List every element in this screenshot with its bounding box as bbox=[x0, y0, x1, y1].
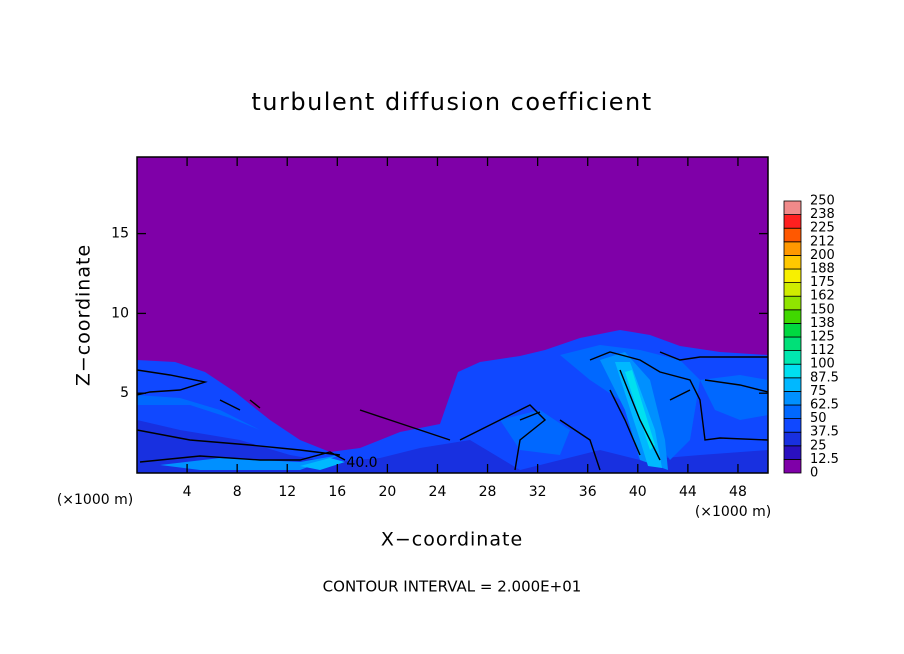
colorbar-swatch bbox=[783, 241, 802, 256]
colorbar-label: 225 bbox=[810, 221, 835, 236]
colorbar-swatch bbox=[783, 445, 802, 460]
colorbar-swatch bbox=[783, 322, 802, 338]
y-axis-unit: (×1000 m) bbox=[57, 492, 133, 508]
x-tick-label: 32 bbox=[529, 484, 547, 500]
colorbar-label: 162 bbox=[810, 289, 835, 304]
contour-line bbox=[219, 389, 691, 441]
contour-field bbox=[137, 157, 768, 473]
x-tick-label: 20 bbox=[378, 484, 396, 500]
colorbar-label: 87.5 bbox=[810, 370, 839, 385]
x-tick-label: 36 bbox=[579, 484, 597, 500]
x-tick-label: 24 bbox=[429, 484, 447, 500]
colorbar-swatch bbox=[783, 282, 802, 297]
y-axis-label: Z−coordinate bbox=[73, 244, 95, 386]
colorbar-swatch bbox=[783, 458, 802, 474]
colorbar-swatch bbox=[783, 350, 802, 365]
x-tick-label: 40 bbox=[629, 484, 647, 500]
colorbar-label: 188 bbox=[810, 262, 835, 277]
colorbar-swatch bbox=[783, 309, 802, 324]
x-axis-unit: (×1000 m) bbox=[695, 504, 771, 520]
colorbar-label: 100 bbox=[810, 357, 835, 372]
colorbar-label: 212 bbox=[810, 234, 835, 249]
y-tick-label: 15 bbox=[111, 226, 129, 242]
x-tick-label: 4 bbox=[183, 484, 192, 500]
colorbar-swatch bbox=[783, 254, 802, 270]
colorbar-swatch bbox=[783, 431, 802, 447]
footer: CONTOUR INTERVAL = 2.000E+01 bbox=[323, 578, 582, 596]
colorbar-label: 0 bbox=[810, 466, 818, 481]
colorbar-swatch bbox=[783, 336, 802, 352]
colorbar-label: 62.5 bbox=[810, 398, 839, 413]
colorbar: 012.52537.55062.57587.510011212513815016… bbox=[783, 194, 839, 481]
colorbar-swatch bbox=[783, 268, 802, 284]
colorbar-label: 12.5 bbox=[810, 452, 839, 467]
x-tick-label: 48 bbox=[729, 484, 747, 500]
colorbar-label: 25 bbox=[810, 438, 827, 453]
colorbar-swatch bbox=[783, 295, 802, 311]
colorbar-swatch bbox=[783, 390, 802, 406]
colorbar-swatch bbox=[783, 214, 802, 229]
x-tick-label: 12 bbox=[278, 484, 296, 500]
colorbar-swatch bbox=[783, 418, 802, 433]
colorbar-label: 112 bbox=[810, 343, 835, 358]
colorbar-label: 200 bbox=[810, 248, 835, 263]
y-tick-label: 5 bbox=[120, 385, 129, 401]
colorbar-label: 238 bbox=[810, 207, 835, 222]
colorbar-label: 125 bbox=[810, 330, 835, 345]
colorbar-label: 250 bbox=[810, 194, 835, 209]
colorbar-label: 150 bbox=[810, 302, 835, 317]
x-tick-label: 16 bbox=[328, 484, 346, 500]
colorbar-swatch bbox=[783, 200, 802, 216]
x-tick-label: 44 bbox=[679, 484, 697, 500]
colorbar-label: 37.5 bbox=[810, 425, 839, 440]
contour-line bbox=[137, 369, 346, 463]
colorbar-label: 175 bbox=[810, 275, 835, 290]
y-tick-label: 10 bbox=[111, 305, 129, 321]
colorbar-label: 75 bbox=[810, 384, 827, 399]
x-tick-label: 28 bbox=[479, 484, 497, 500]
contour-label: 40.0 bbox=[346, 455, 377, 471]
plot-frame bbox=[136, 156, 769, 474]
colorbar-swatch bbox=[783, 363, 802, 379]
colorbar-swatch bbox=[783, 377, 802, 392]
colorbar-swatch bbox=[783, 404, 802, 420]
colorbar-swatch bbox=[783, 227, 802, 243]
colorbar-label: 50 bbox=[810, 411, 827, 426]
x-tick-label: 8 bbox=[233, 484, 242, 500]
chart-title: turbulent diffusion coefficient bbox=[251, 88, 652, 116]
x-axis-label: X−coordinate bbox=[381, 529, 523, 551]
colorbar-label: 138 bbox=[810, 316, 835, 331]
field-region bbox=[625, 370, 655, 450]
